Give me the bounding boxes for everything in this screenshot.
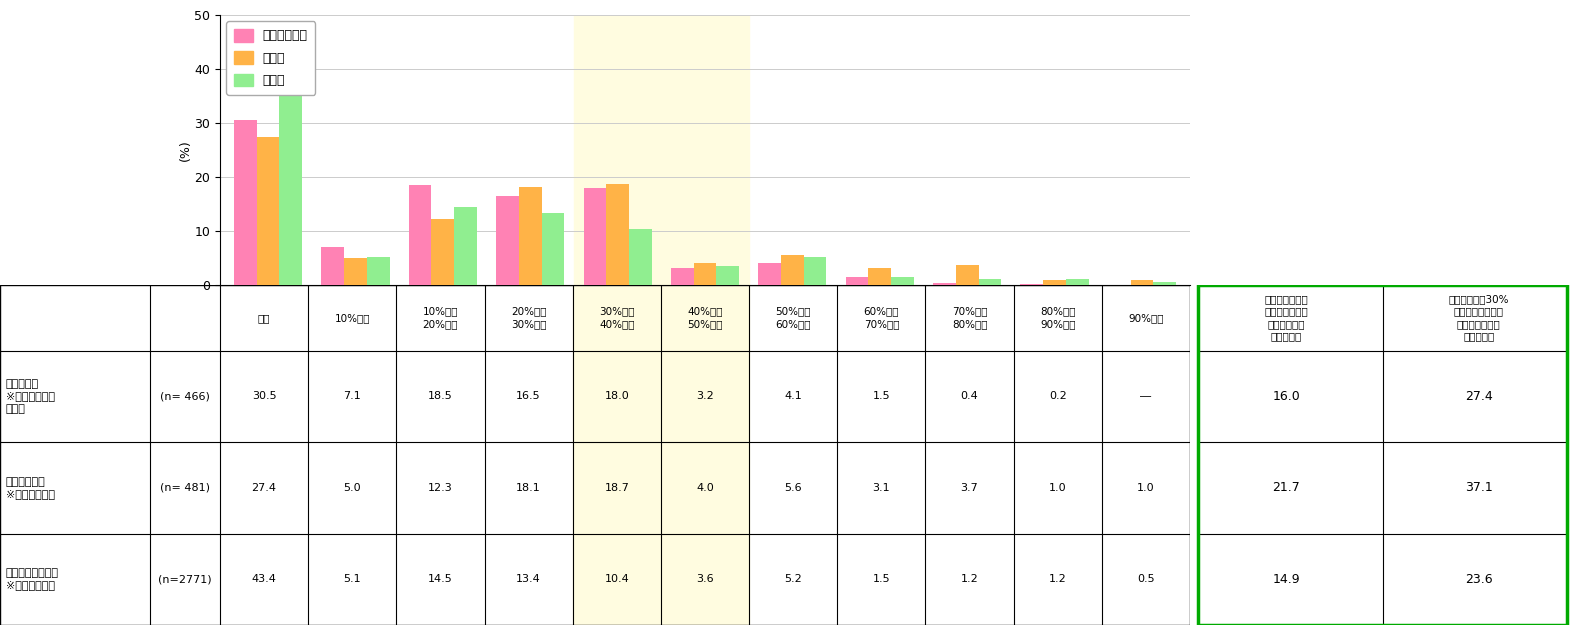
Text: 10.4: 10.4	[605, 574, 629, 584]
Text: 5.0: 5.0	[343, 482, 362, 492]
Text: 14.9: 14.9	[1272, 572, 1300, 586]
Text: 自社のムダ
※経営者・役員
が回答: 自社のムダ ※経営者・役員 が回答	[6, 379, 55, 414]
Text: 18.7: 18.7	[605, 482, 629, 492]
Bar	[660, 285, 749, 625]
Text: 1.5: 1.5	[872, 391, 890, 401]
Text: (n= 481): (n= 481)	[160, 482, 210, 492]
Bar	[453, 207, 477, 285]
Text: 23.6: 23.6	[1465, 572, 1493, 586]
Bar	[321, 247, 344, 285]
Text: 90%以上: 90%以上	[1128, 312, 1163, 322]
Text: 40%以上
50%未満: 40%以上 50%未満	[687, 307, 722, 329]
Text: 50%以上
60%未満: 50%以上 60%未満	[776, 307, 811, 329]
Text: 0.5: 0.5	[1138, 574, 1155, 584]
Bar	[572, 285, 660, 625]
Bar	[869, 268, 891, 285]
Text: 10%未満: 10%未満	[335, 312, 370, 322]
Text: 全業務のうっ30%
以上ムダだと感じ
ている方の割合
（平均値）: 全業務のうっ30% 以上ムダだと感じ ている方の割合 （平均値）	[1449, 294, 1509, 341]
Text: 1.2: 1.2	[961, 574, 978, 584]
Text: 0.4: 0.4	[961, 391, 978, 401]
Bar	[694, 263, 716, 285]
Bar	[1066, 279, 1089, 285]
Legend: 経営者・役員, 組織長, 就業者: 経営者・役員, 組織長, 就業者	[226, 21, 314, 94]
Text: 1.0: 1.0	[1049, 482, 1067, 492]
Text: 37.1: 37.1	[1465, 481, 1493, 494]
Text: 43.4: 43.4	[251, 574, 276, 584]
Text: 5.6: 5.6	[784, 482, 803, 492]
Text: 3.7: 3.7	[961, 482, 978, 492]
Bar	[574, 15, 662, 285]
Text: 1.0: 1.0	[1138, 482, 1155, 492]
Text: 10%以上
20%未満: 10%以上 20%未満	[423, 307, 458, 329]
Text: 16.0: 16.0	[1272, 390, 1300, 403]
Bar	[496, 196, 518, 285]
Bar	[409, 185, 431, 285]
Text: 30.5: 30.5	[251, 391, 276, 401]
Bar	[431, 219, 453, 285]
Text: 18.1: 18.1	[517, 482, 540, 492]
Text: 27.4: 27.4	[251, 482, 276, 492]
Bar	[716, 266, 739, 285]
Bar	[672, 268, 694, 285]
Bar	[629, 229, 651, 285]
Bar	[583, 188, 607, 285]
Text: (n=2771): (n=2771)	[158, 574, 212, 584]
Bar	[1043, 279, 1066, 285]
Text: 27.4: 27.4	[1465, 390, 1493, 403]
Bar	[804, 257, 826, 285]
Text: (n= 466): (n= 466)	[160, 391, 210, 401]
Text: 20%以上
30%未満: 20%以上 30%未満	[510, 307, 547, 329]
Text: 5.1: 5.1	[343, 574, 362, 584]
Text: 21.7: 21.7	[1272, 481, 1300, 494]
Bar	[891, 277, 913, 285]
Bar	[1131, 279, 1153, 285]
Bar	[956, 265, 978, 285]
Text: 3.2: 3.2	[697, 391, 714, 401]
Text: 12.3: 12.3	[428, 482, 453, 492]
Text: 30%以上
40%未満: 30%以上 40%未満	[599, 307, 635, 329]
Text: 1.2: 1.2	[1049, 574, 1067, 584]
Text: 18.5: 18.5	[428, 391, 453, 401]
Text: 7.1: 7.1	[343, 391, 362, 401]
Bar	[234, 120, 256, 285]
Text: 自分の業務のムダ
※就業者が回答: 自分の業務のムダ ※就業者が回答	[6, 568, 58, 591]
Y-axis label: (%): (%)	[179, 139, 191, 161]
Bar	[607, 184, 629, 285]
Text: 80%以上
90%未満: 80%以上 90%未満	[1040, 307, 1076, 329]
Text: 1.5: 1.5	[872, 574, 890, 584]
Text: ゼロ: ゼロ	[258, 312, 270, 322]
Text: 16.5: 16.5	[517, 391, 540, 401]
Text: 4.1: 4.1	[784, 391, 803, 401]
Text: 4.0: 4.0	[697, 482, 714, 492]
Text: 自組織のムダ
※組織長が回答: 自組織のムダ ※組織長が回答	[6, 477, 55, 499]
Text: ―: ―	[1141, 391, 1152, 401]
Text: 5.2: 5.2	[784, 574, 803, 584]
Text: 13.4: 13.4	[517, 574, 540, 584]
Bar	[542, 213, 564, 285]
Bar	[518, 188, 542, 285]
Bar	[662, 15, 749, 285]
Text: 3.1: 3.1	[872, 482, 890, 492]
Text: 0.2: 0.2	[1049, 391, 1067, 401]
Bar	[1153, 282, 1176, 285]
Bar	[344, 258, 367, 285]
Text: 70%以上
80%未満: 70%以上 80%未満	[951, 307, 988, 329]
Text: 3.6: 3.6	[697, 574, 714, 584]
Text: 14.5: 14.5	[428, 574, 453, 584]
Bar	[845, 277, 869, 285]
Bar	[280, 51, 302, 285]
Bar	[758, 263, 781, 285]
Bar	[781, 255, 804, 285]
Bar	[978, 279, 1002, 285]
Bar	[934, 283, 956, 285]
Bar	[256, 137, 280, 285]
Text: 18.0: 18.0	[605, 391, 629, 401]
Text: 全業務のうちム
ダだと感じてい
る業務の割合
（平均値）: 全業務のうちム ダだと感じてい る業務の割合 （平均値）	[1264, 294, 1308, 341]
Bar	[367, 258, 390, 285]
Text: 60%以上
70%未満: 60%以上 70%未満	[864, 307, 899, 329]
Bar	[1021, 284, 1043, 285]
